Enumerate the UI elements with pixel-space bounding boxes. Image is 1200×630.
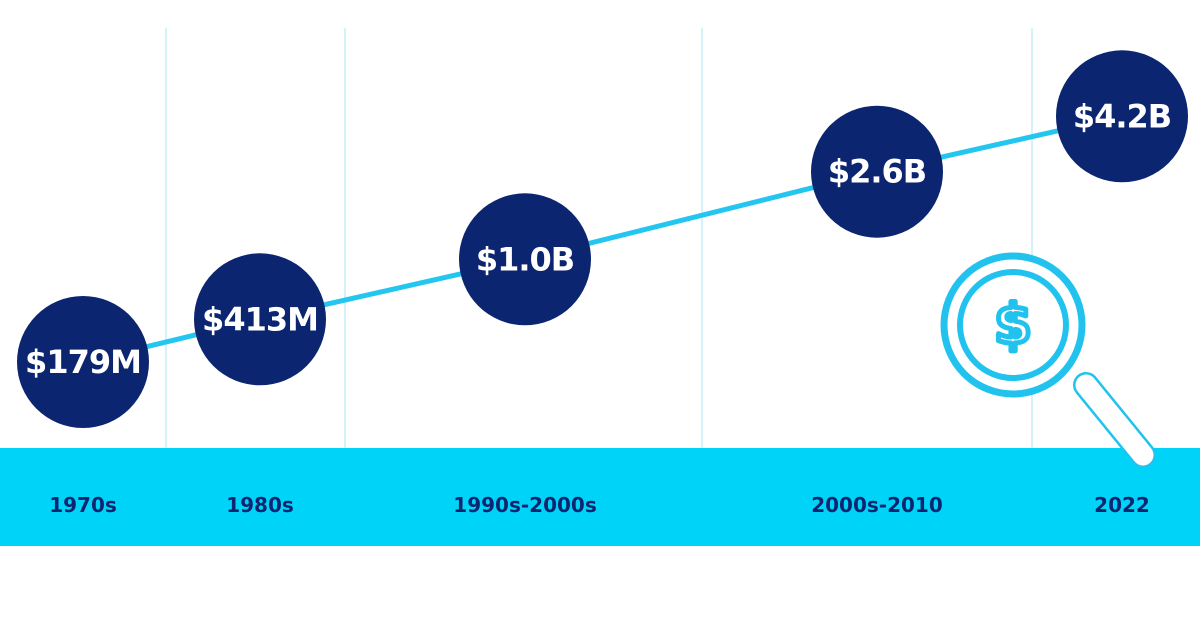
value-label: $413M xyxy=(202,300,318,338)
magnifier-handle-fill xyxy=(1075,374,1154,466)
magnifier-dollar-icon: $ xyxy=(940,252,1156,468)
value-point: $2.6B xyxy=(811,105,943,238)
value-bubble xyxy=(459,193,591,326)
value-bubble xyxy=(17,296,149,428)
value-point: $1.0B xyxy=(459,193,591,326)
magnifier-inner-ring xyxy=(957,269,1069,381)
period-label: 1990s-2000s xyxy=(453,493,596,517)
value-bubble xyxy=(194,253,326,386)
value-label: $1.0B xyxy=(476,240,574,278)
period-label: 2000s-2010 xyxy=(811,493,943,517)
value-bubble xyxy=(1056,50,1188,183)
period-label: 1980s xyxy=(226,493,294,517)
period-labels: 1970s 1980s 1990s-2000s 2000s-2010 2022 xyxy=(49,493,1150,517)
value-label: $179M xyxy=(25,343,141,381)
dollar-sign-icon: $ xyxy=(994,293,1032,356)
value-bubble xyxy=(811,105,943,238)
value-label: $2.6B xyxy=(828,153,926,191)
value-bubbles: $179M $413M $1.0B $2.6B $4.2B xyxy=(17,50,1188,428)
period-label: 2022 xyxy=(1094,493,1150,517)
value-point: $4.2B xyxy=(1056,50,1188,183)
value-point: $413M xyxy=(194,253,326,386)
period-label: 1970s xyxy=(49,493,117,517)
value-label: $4.2B xyxy=(1073,97,1171,135)
value-point: $179M xyxy=(17,296,149,428)
period-band xyxy=(0,448,1200,546)
